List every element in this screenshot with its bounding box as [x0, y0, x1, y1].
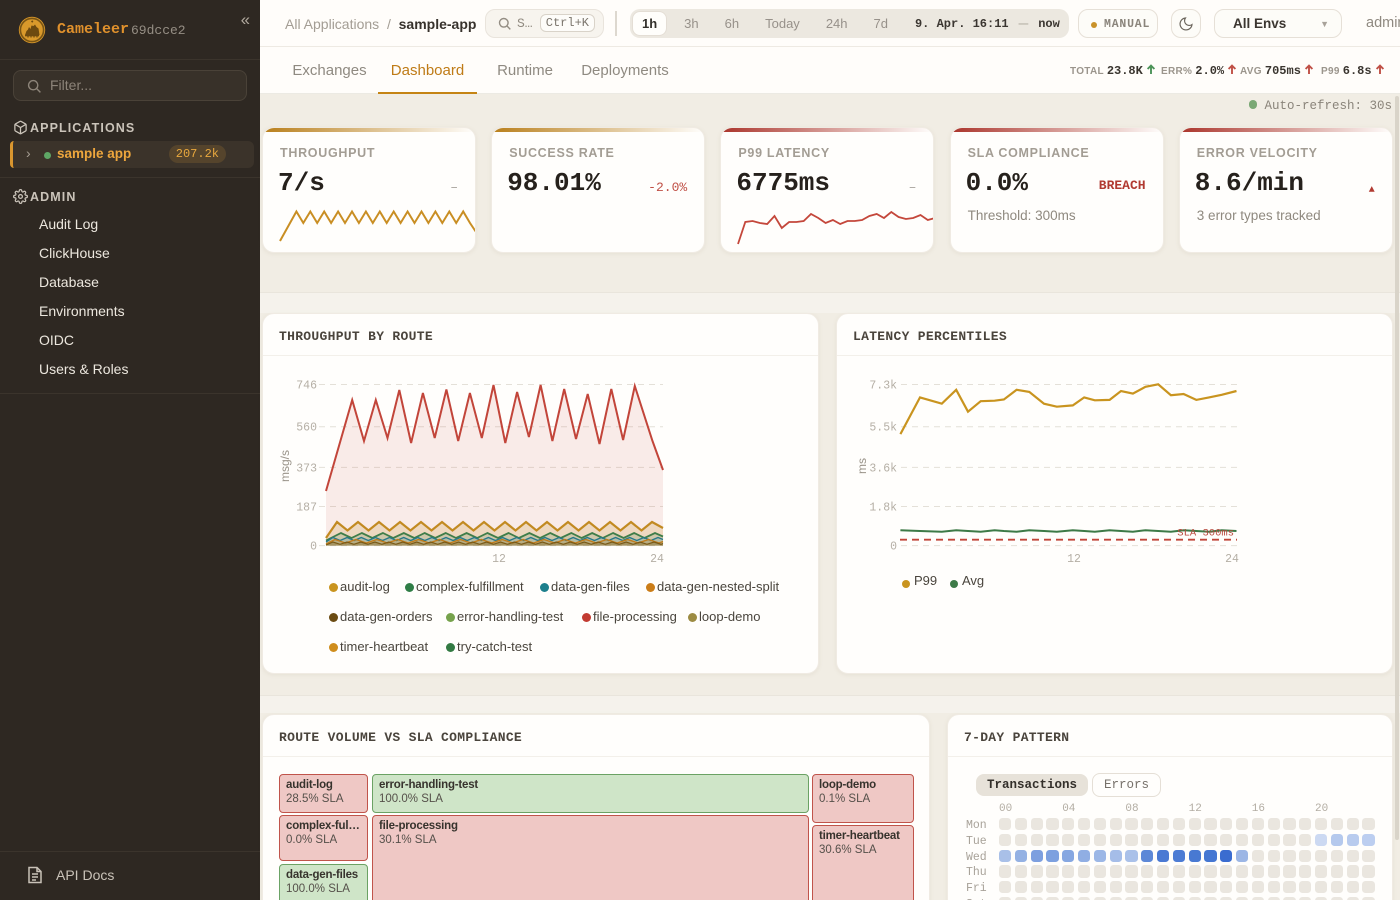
svg-text:24: 24 — [1225, 553, 1239, 566]
svg-text:12: 12 — [492, 553, 506, 566]
svg-text:0: 0 — [310, 541, 317, 554]
svg-text:1.8k: 1.8k — [869, 502, 897, 515]
svg-text:5.5k: 5.5k — [869, 422, 897, 435]
svg-text:373: 373 — [296, 462, 317, 475]
svg-text:3.6k: 3.6k — [869, 462, 897, 475]
svg-text:7.3k: 7.3k — [869, 380, 897, 393]
svg-text:187: 187 — [296, 502, 317, 515]
svg-text:msg/s: msg/s — [278, 450, 292, 482]
svg-text:ms: ms — [855, 458, 869, 474]
svg-text:12: 12 — [1067, 553, 1081, 566]
svg-text:24: 24 — [650, 553, 664, 566]
svg-text:0: 0 — [890, 541, 897, 554]
svg-text:SLA 300ms: SLA 300ms — [1177, 528, 1234, 540]
svg-text:746: 746 — [296, 380, 317, 393]
svg-text:560: 560 — [296, 422, 317, 435]
